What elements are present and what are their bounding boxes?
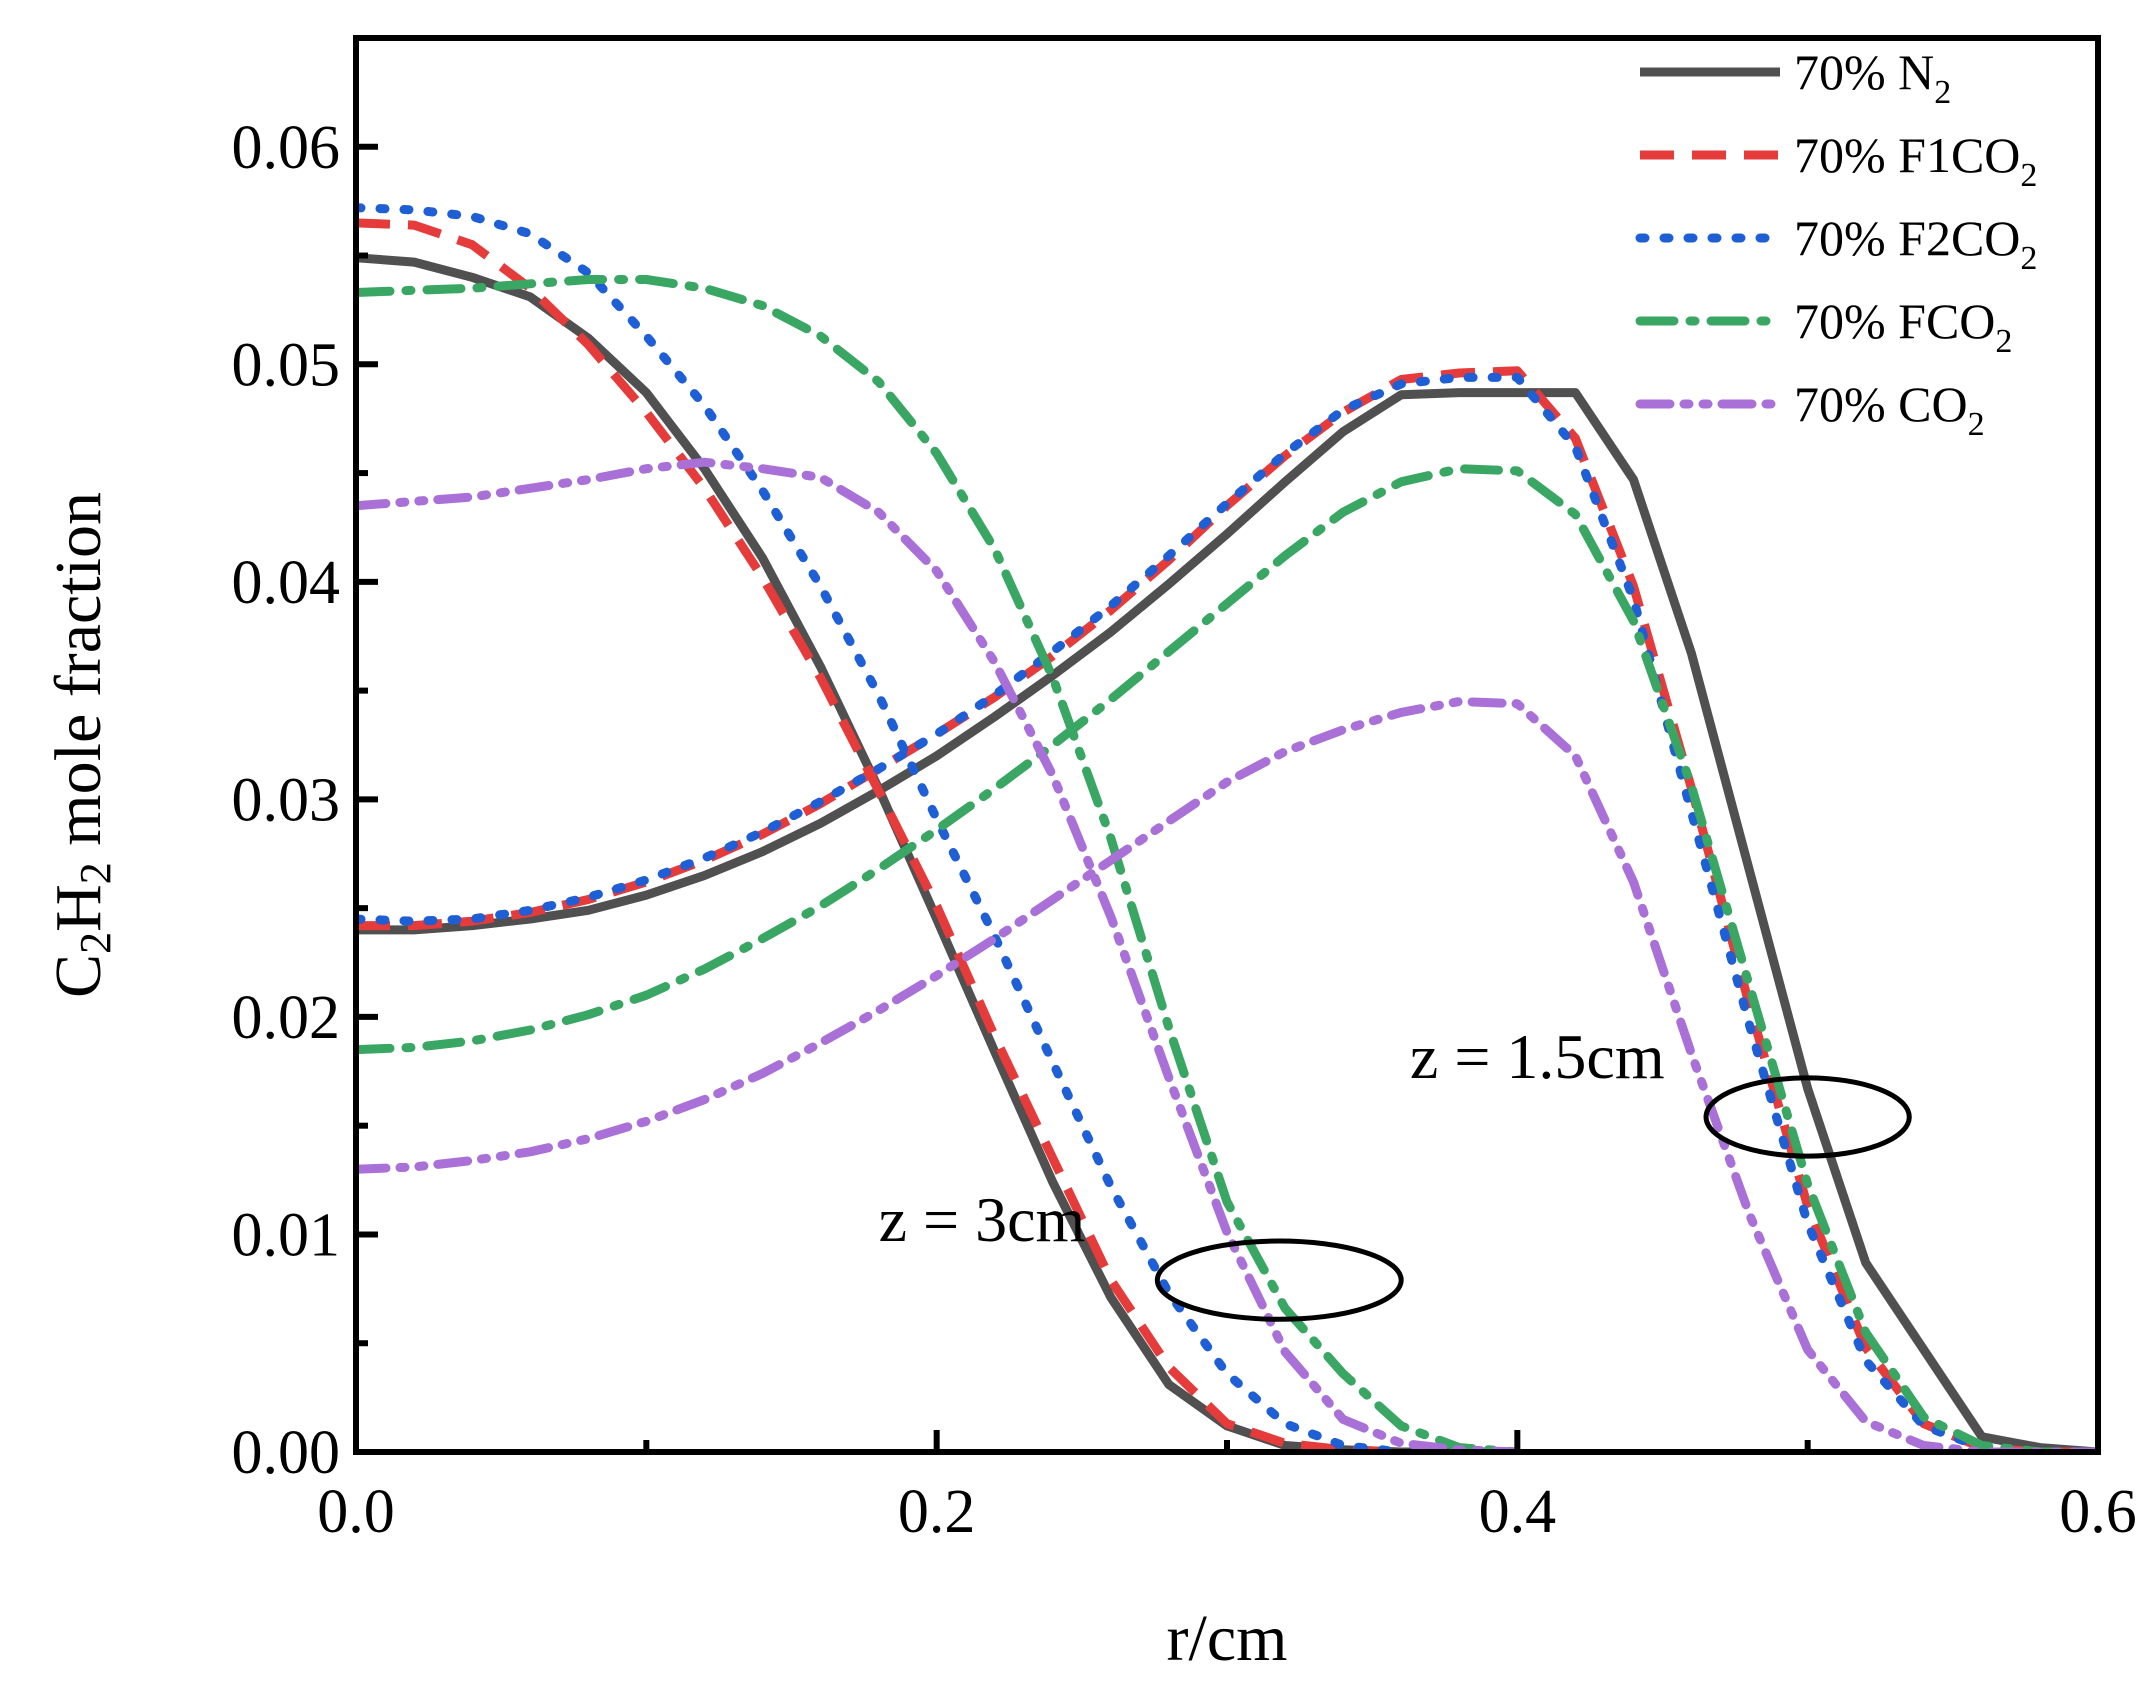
series-line-4-z1p5cm (356, 697, 2098, 1452)
legend-label-sub: 2 (2020, 240, 2037, 277)
series-line-1-z3cm (356, 218, 1402, 1452)
legend-label-main: 70% FCO (1794, 293, 1995, 349)
legend-label-4: 70% CO2 (1794, 376, 1985, 443)
legend-label-sub: 2 (1934, 74, 1951, 111)
y-tick-label: 0.01 (232, 1201, 341, 1269)
legend-label-main: 70% CO (1794, 376, 1968, 432)
legend-label-3: 70% FCO2 (1794, 293, 2012, 360)
x-tick-label: 0.0 (317, 1478, 395, 1546)
annotation-label-0: z = 3cm (879, 1184, 1086, 1255)
y-title-sub-1: 2 (71, 932, 120, 954)
annotation-ellipse-1 (1703, 1075, 1912, 1159)
y-title-sub-2: 2 (71, 862, 120, 884)
annotation-label-1: z = 1.5cm (1410, 1021, 1665, 1092)
legend-label-0: 70% N2 (1794, 44, 1951, 111)
series-line-0-z1p5cm (356, 388, 2098, 1452)
series-line-2-z3cm (356, 203, 1406, 1452)
legend-label-2: 70% F2CO2 (1794, 210, 2037, 277)
legend-label-sub: 2 (2020, 157, 2037, 194)
legend-label-sub: 2 (1995, 323, 2012, 360)
y-tick-label: 0.05 (232, 331, 341, 399)
series-line-4-z3cm (356, 457, 1522, 1452)
x-tick-label: 0.6 (2059, 1478, 2137, 1546)
x-tick-label: 0.2 (898, 1478, 976, 1546)
series-line-3-z3cm (356, 275, 1522, 1452)
series-layer (356, 203, 2098, 1452)
series-line-2-z1p5cm (356, 372, 2098, 1452)
y-title-part-h: H (42, 884, 115, 932)
y-title-rest: mole fraction (42, 492, 115, 862)
axis-layer: 0.0 0.2 0.4 0.6 0.00 0.01 0.02 0.03 0.04 0.05 0.06 (232, 114, 2137, 1546)
y-tick-label: 0.02 (232, 984, 341, 1052)
legend-label-main: 70% N (1794, 44, 1934, 100)
x-tick-label: 0.4 (1479, 1478, 1557, 1546)
y-tick-label: 0.00 (232, 1419, 341, 1487)
y-tick-label: 0.06 (232, 114, 341, 182)
annotation-ellipse-0 (1154, 1238, 1404, 1322)
y-axis-title: C2H2 mole fraction (42, 492, 120, 998)
y-tick-label: 0.03 (232, 766, 341, 834)
annotation-layer: z = 3cm z = 1.5cm (879, 1021, 1912, 1322)
y-tick-label: 0.04 (232, 549, 341, 617)
legend-label-main: 70% F1CO (1794, 127, 2020, 183)
y-title-part-c: C (42, 954, 115, 998)
legend-label-main: 70% F2CO (1794, 210, 2020, 266)
legend-label-1: 70% F1CO2 (1794, 127, 2037, 194)
legend-label-sub: 2 (1968, 406, 1985, 443)
x-axis-title: r/cm (1167, 1602, 1288, 1675)
series-line-3-z1p5cm (356, 464, 2098, 1452)
